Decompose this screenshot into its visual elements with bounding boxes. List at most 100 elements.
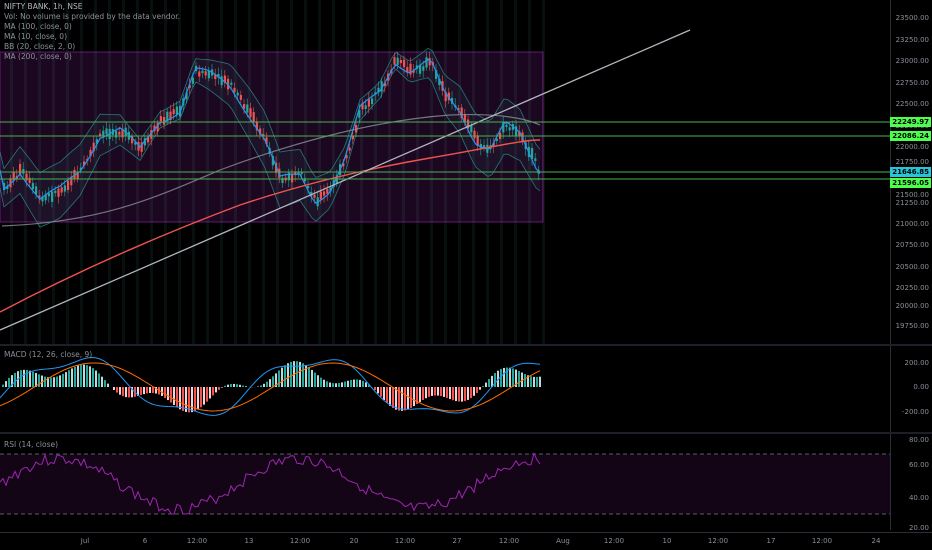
candle-body	[297, 171, 300, 174]
pane-separator[interactable]	[0, 432, 932, 434]
symbol-title[interactable]: NIFTY BANK, 1h, NSE	[4, 2, 83, 11]
time-tick: 12:00	[811, 537, 833, 545]
time-tick: 12:00	[186, 537, 208, 545]
last-price-tag[interactable]: 21646.85	[890, 167, 931, 177]
macd-histogram-bar	[461, 387, 463, 402]
candle-body	[239, 94, 242, 100]
price-tag-hline-3[interactable]: 21596.05	[890, 178, 931, 188]
legend-ma-200[interactable]: MA (200, close, 0)	[4, 52, 72, 61]
candle-body	[243, 103, 246, 109]
macd-legend[interactable]: MACD (12, 26, close, 9)	[4, 350, 93, 359]
ma-10-line	[0, 58, 541, 204]
macd-histogram-bar	[107, 383, 109, 387]
macd-histogram-bar	[5, 381, 7, 387]
macd-histogram-bar	[470, 387, 472, 399]
candle-body	[377, 87, 380, 93]
candle-body	[6, 186, 9, 189]
candle-body	[83, 161, 86, 166]
rsi-tick: 20.00	[908, 524, 929, 532]
price-chart-canvas[interactable]	[0, 0, 890, 344]
macd-histogram-bar	[170, 387, 172, 403]
candle-body	[255, 121, 258, 131]
bollinger-fill	[0, 48, 540, 228]
macd-histogram-bar	[143, 387, 145, 395]
macd-histogram-bar	[473, 387, 475, 396]
candle-body	[163, 116, 166, 125]
legend-bollinger-bands[interactable]: BB (20, close, 2, 0)	[4, 42, 76, 51]
macd-histogram-bar	[329, 382, 331, 387]
macd-histogram-bar	[173, 387, 175, 405]
macd-histogram-bar	[314, 372, 316, 387]
candle-body	[463, 114, 466, 122]
macd-histogram-bar	[341, 382, 343, 387]
macd-histogram-bar	[56, 376, 58, 387]
range-box	[0, 51, 544, 223]
ma-100-line	[0, 139, 541, 313]
candle-body	[364, 105, 367, 110]
macd-histogram-bar	[446, 387, 448, 398]
macd-histogram-bar	[410, 387, 412, 408]
macd-histogram-bar	[536, 377, 538, 387]
candle-body	[198, 71, 201, 77]
macd-histogram-bar	[485, 382, 487, 387]
candle-body	[294, 171, 297, 176]
macd-histogram-bar	[458, 387, 460, 402]
candle-body	[89, 149, 92, 157]
price-tag-hline-2[interactable]: 22086.24	[890, 131, 931, 141]
macd-histogram-bar	[440, 387, 442, 397]
macd-canvas[interactable]	[0, 346, 890, 432]
time-tick: 24	[871, 537, 881, 545]
macd-histogram-bar	[182, 387, 184, 411]
macd-histogram-bar	[455, 387, 457, 402]
macd-histogram-bar	[35, 372, 37, 387]
rsi-pane[interactable]: RSI (14, close)	[0, 434, 890, 530]
candle-body	[70, 176, 73, 186]
macd-histogram-bar	[269, 379, 271, 387]
macd-histogram-bar	[221, 387, 223, 388]
price-chart-pane[interactable]: NIFTY BANK, 1h, NSE Vol: No volume is pr…	[0, 0, 890, 344]
candle-body	[291, 173, 294, 183]
candle-body	[262, 134, 265, 137]
rsi-canvas[interactable]	[0, 434, 890, 530]
macd-histogram-bar	[419, 387, 421, 402]
rsi-axis[interactable]: 80.00 60.00 40.00 20.00	[890, 434, 932, 532]
candle-body	[188, 84, 191, 88]
macd-histogram-bar	[167, 387, 169, 401]
price-tick: 21750.00	[895, 158, 929, 166]
macd-histogram-bar	[317, 375, 319, 387]
macd-histogram-bar	[356, 379, 358, 387]
macd-histogram-bar	[65, 372, 67, 387]
legend-volume[interactable]: Vol: No volume is provided by the data v…	[4, 12, 181, 21]
rsi-legend[interactable]: RSI (14, close)	[4, 440, 59, 449]
macd-pane[interactable]: MACD (12, 26, close, 9)	[0, 346, 890, 432]
time-tick: 10	[662, 537, 672, 545]
candle-body	[47, 193, 50, 197]
candle-body	[307, 185, 310, 189]
candle-body	[25, 173, 28, 181]
price-tick: 23250.00	[895, 36, 929, 44]
macd-histogram-bar	[206, 387, 208, 402]
candle-body	[233, 87, 236, 93]
price-tick: 20500.00	[895, 263, 929, 271]
macd-histogram-bar	[404, 387, 406, 411]
macd-histogram-bar	[491, 375, 493, 387]
time-axis[interactable]: Jul 6 12:00 13 12:00 20 12:00 27 12:00 A…	[0, 532, 932, 550]
macd-histogram-bar	[20, 370, 22, 387]
candle-body	[287, 172, 290, 181]
price-axis[interactable]: 23500.00 23250.00 23000.00 22750.00 2250…	[890, 0, 932, 344]
macd-histogram-bar	[218, 387, 220, 390]
macd-histogram-bar	[512, 368, 514, 387]
price-tag-hline-1[interactable]: 22249.97	[890, 117, 931, 127]
macd-histogram-bar	[2, 384, 4, 387]
legend-ma-10[interactable]: MA (10, close, 0)	[4, 32, 68, 41]
macd-histogram-bar	[236, 384, 238, 387]
legend-ma-100[interactable]: MA (100, close, 0)	[4, 22, 72, 31]
price-tick: 20250.00	[895, 284, 929, 292]
candle-body	[79, 167, 82, 171]
macd-histogram-bar	[77, 365, 79, 387]
macd-axis[interactable]: 200.00 0.00 -200.00	[890, 346, 932, 432]
pane-separator[interactable]	[0, 344, 932, 346]
macd-histogram-bar	[509, 367, 511, 387]
macd-histogram-bar	[230, 384, 232, 387]
candle-body	[371, 98, 374, 105]
